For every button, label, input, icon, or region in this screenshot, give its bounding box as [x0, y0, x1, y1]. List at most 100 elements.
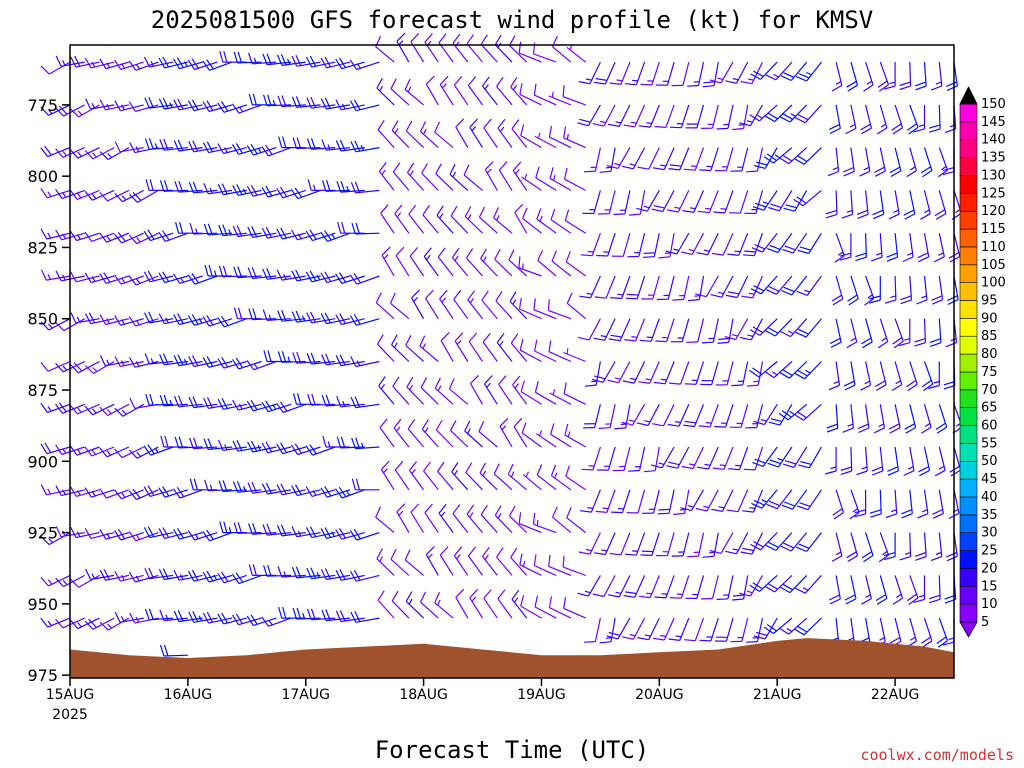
barb-staff — [178, 147, 203, 152]
barb-feather — [862, 341, 873, 349]
barb-feather — [311, 393, 316, 406]
barb-feather — [218, 224, 224, 236]
barb-feather — [339, 569, 346, 580]
barb-feather — [512, 375, 521, 386]
barb-feather — [727, 291, 740, 295]
barb-staff — [562, 566, 586, 576]
wind-barb — [143, 485, 174, 497]
wind-barb — [392, 376, 410, 405]
wind-barb — [393, 418, 410, 448]
wind-barb — [680, 232, 705, 255]
barb-half-feather — [805, 369, 811, 374]
barb-feather — [481, 290, 489, 301]
barb-half-feather — [302, 613, 306, 619]
barb-feather — [261, 616, 269, 627]
barb-feather — [684, 383, 697, 385]
barb-staff — [549, 607, 572, 619]
wind-barb — [841, 190, 854, 219]
barb-feather — [159, 354, 165, 366]
wind-barb — [829, 575, 841, 605]
barb-staff — [390, 302, 410, 320]
wind-barb — [380, 204, 395, 234]
wind-barb — [519, 83, 542, 106]
barb-feather — [752, 461, 764, 468]
barb-staff — [680, 575, 690, 599]
barb-feather — [779, 116, 791, 123]
wind-barb — [534, 381, 557, 405]
wind-barb — [450, 205, 469, 234]
wind-barb — [669, 575, 690, 599]
wind-barb — [173, 610, 203, 623]
barb-staff — [404, 559, 424, 576]
barb-half-feather — [331, 233, 336, 240]
barb-feather — [206, 529, 214, 540]
barb-half-feather — [924, 209, 930, 214]
wind-barb — [885, 489, 898, 519]
wind-barb — [114, 141, 144, 153]
wind-barb — [946, 62, 958, 91]
barb-half-feather — [228, 526, 232, 533]
barb-feather — [70, 56, 77, 68]
wind-barb — [535, 166, 557, 191]
barb-feather — [128, 101, 136, 112]
wind-barb — [482, 76, 498, 106]
barb-half-feather — [106, 409, 112, 415]
barb-feather — [514, 203, 524, 213]
barb-feather — [929, 128, 941, 133]
wind-barb — [424, 33, 439, 63]
barb-feather — [187, 59, 196, 70]
barb-feather — [522, 207, 528, 219]
barb-staff — [437, 471, 454, 491]
barb-feather — [310, 311, 317, 323]
barb-feather — [147, 444, 155, 455]
wind-barb — [510, 333, 528, 362]
wind-barb — [496, 547, 513, 576]
barb-staff — [439, 554, 454, 576]
barb-staff — [807, 489, 822, 511]
barb-feather — [310, 567, 316, 579]
barb-feather — [219, 50, 224, 63]
barb-feather — [335, 488, 343, 499]
barb-staff — [720, 532, 734, 554]
wind-barb — [129, 189, 159, 203]
wind-barb — [887, 446, 899, 476]
barb-feather — [621, 421, 633, 426]
barb-feather — [231, 573, 240, 584]
barb-feather — [144, 567, 150, 579]
barb-feather — [265, 185, 273, 197]
wind-barb — [624, 318, 646, 342]
wind-barb — [857, 404, 870, 434]
barb-staff — [666, 532, 675, 556]
barb-feather — [683, 639, 696, 642]
barb-half-feather — [313, 184, 316, 191]
wind-barb — [128, 232, 159, 245]
colorbar-label: 125 — [981, 186, 1006, 201]
barb-half-feather — [120, 63, 126, 69]
barb-staff — [311, 318, 336, 324]
wind-barb — [40, 442, 71, 455]
wind-barb — [563, 167, 586, 191]
wind-barb — [394, 204, 410, 234]
barb-staff — [421, 172, 439, 191]
wind-barb — [861, 575, 872, 605]
barb-feather — [163, 394, 169, 406]
barb-half-feather — [120, 616, 125, 622]
barb-feather — [202, 612, 210, 624]
wind-barb — [350, 140, 380, 153]
barb-feather — [519, 553, 523, 565]
wind-barb — [55, 270, 85, 282]
barb-feather — [946, 85, 958, 91]
barb-feather — [592, 593, 605, 598]
barb-feather — [276, 402, 284, 413]
barb-staff — [419, 345, 439, 362]
barb-feather — [859, 170, 871, 177]
barb-half-feather — [297, 233, 302, 240]
barb-feather — [222, 265, 228, 277]
wind-barb — [699, 617, 719, 642]
barb-feather — [871, 470, 884, 476]
barb-staff — [774, 104, 793, 123]
barb-staff — [420, 601, 439, 619]
barb-staff — [850, 489, 860, 513]
barb-staff — [395, 255, 410, 277]
barb-feather — [222, 224, 228, 236]
